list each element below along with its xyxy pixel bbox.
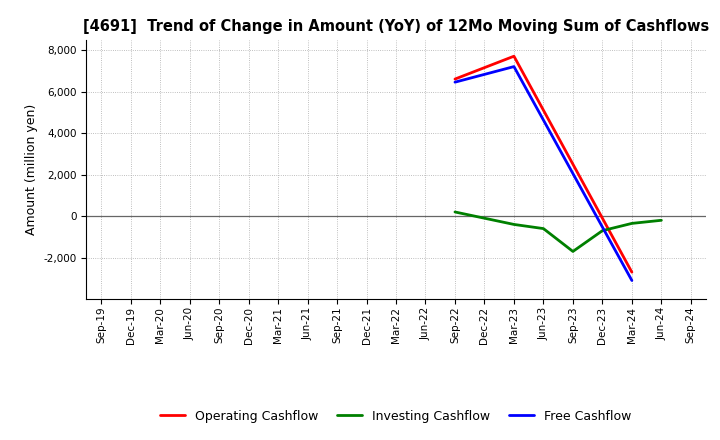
Line: Operating Cashflow: Operating Cashflow [455,56,632,272]
Investing Cashflow [657,218,666,223]
Investing Cashflow [539,226,548,231]
Investing Cashflow [510,222,518,227]
Investing Cashflow [569,249,577,254]
Operating Cashflow [510,54,518,59]
Free Cashflow [510,64,518,69]
Investing Cashflow [598,228,607,233]
Operating Cashflow [628,270,636,275]
Investing Cashflow [451,209,459,215]
Legend: Operating Cashflow, Investing Cashflow, Free Cashflow: Operating Cashflow, Investing Cashflow, … [156,405,636,428]
Operating Cashflow [451,77,459,82]
Free Cashflow [628,278,636,283]
Line: Free Cashflow: Free Cashflow [455,66,632,281]
Line: Investing Cashflow: Investing Cashflow [455,212,662,251]
Title: [4691]  Trend of Change in Amount (YoY) of 12Mo Moving Sum of Cashflows: [4691] Trend of Change in Amount (YoY) o… [83,19,709,34]
Investing Cashflow [628,221,636,226]
Free Cashflow [451,80,459,85]
Y-axis label: Amount (million yen): Amount (million yen) [25,104,38,235]
